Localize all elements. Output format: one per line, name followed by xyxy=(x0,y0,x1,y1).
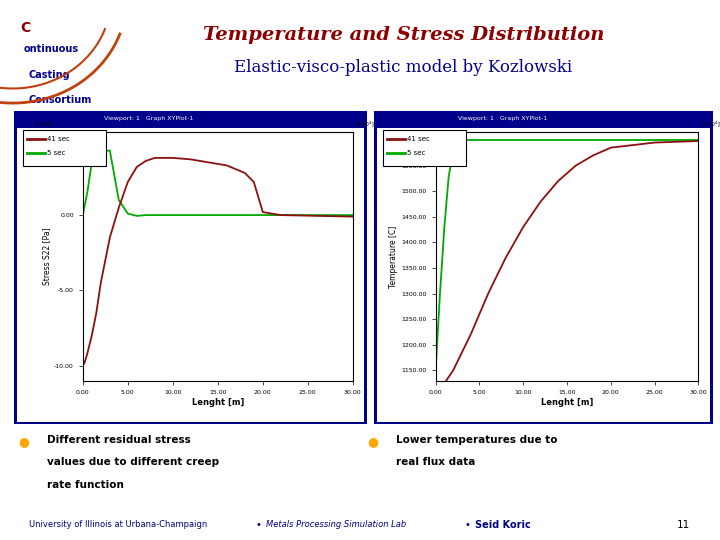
Text: Elastic-visco-plastic model by Kozlowski: Elastic-visco-plastic model by Kozlowski xyxy=(234,59,572,76)
Text: Viewport: 1   Graph XYPlot-1: Viewport: 1 Graph XYPlot-1 xyxy=(459,116,548,121)
Text: Lower temperatures due to: Lower temperatures due to xyxy=(396,435,557,445)
Text: [x10⁴]: [x10⁴] xyxy=(356,120,374,126)
Text: University of Illinois at Urbana-Champaign: University of Illinois at Urbana-Champai… xyxy=(29,521,207,529)
Text: ●: ● xyxy=(18,435,29,448)
X-axis label: Lenght [m]: Lenght [m] xyxy=(541,397,593,407)
Text: •: • xyxy=(464,520,470,530)
Text: values due to different creep: values due to different creep xyxy=(47,457,219,468)
Text: real flux data: real flux data xyxy=(396,457,475,468)
Text: [x10⁴]: [x10⁴] xyxy=(701,120,720,126)
Text: ●: ● xyxy=(367,435,378,448)
Text: Viewport: 1   Graph XYPlot-1: Viewport: 1 Graph XYPlot-1 xyxy=(104,116,193,121)
Text: rate function: rate function xyxy=(47,480,124,490)
Text: 41 sec: 41 sec xyxy=(407,136,430,143)
Text: 11: 11 xyxy=(677,520,690,530)
Text: Consortium: Consortium xyxy=(29,95,91,105)
Text: Temperature and Stress Distribution: Temperature and Stress Distribution xyxy=(202,26,604,44)
Y-axis label: Stress S22 [Pa]: Stress S22 [Pa] xyxy=(42,228,51,285)
Text: •: • xyxy=(256,520,261,530)
Text: ontinuous: ontinuous xyxy=(24,44,79,54)
Text: Seid Koric: Seid Koric xyxy=(475,520,531,530)
Text: Casting: Casting xyxy=(29,70,70,80)
Text: C: C xyxy=(21,21,31,35)
Text: Metals Processing Simulation Lab: Metals Processing Simulation Lab xyxy=(266,521,407,529)
Text: 5 sec: 5 sec xyxy=(47,150,66,156)
Text: 41 sec: 41 sec xyxy=(47,136,70,143)
Y-axis label: Temperature [C]: Temperature [C] xyxy=(390,225,398,288)
Text: [x10⁴]: [x10⁴] xyxy=(34,120,53,126)
Text: 5 sec: 5 sec xyxy=(407,150,426,156)
X-axis label: Lenght [m]: Lenght [m] xyxy=(192,397,244,407)
Text: Different residual stress: Different residual stress xyxy=(47,435,191,445)
